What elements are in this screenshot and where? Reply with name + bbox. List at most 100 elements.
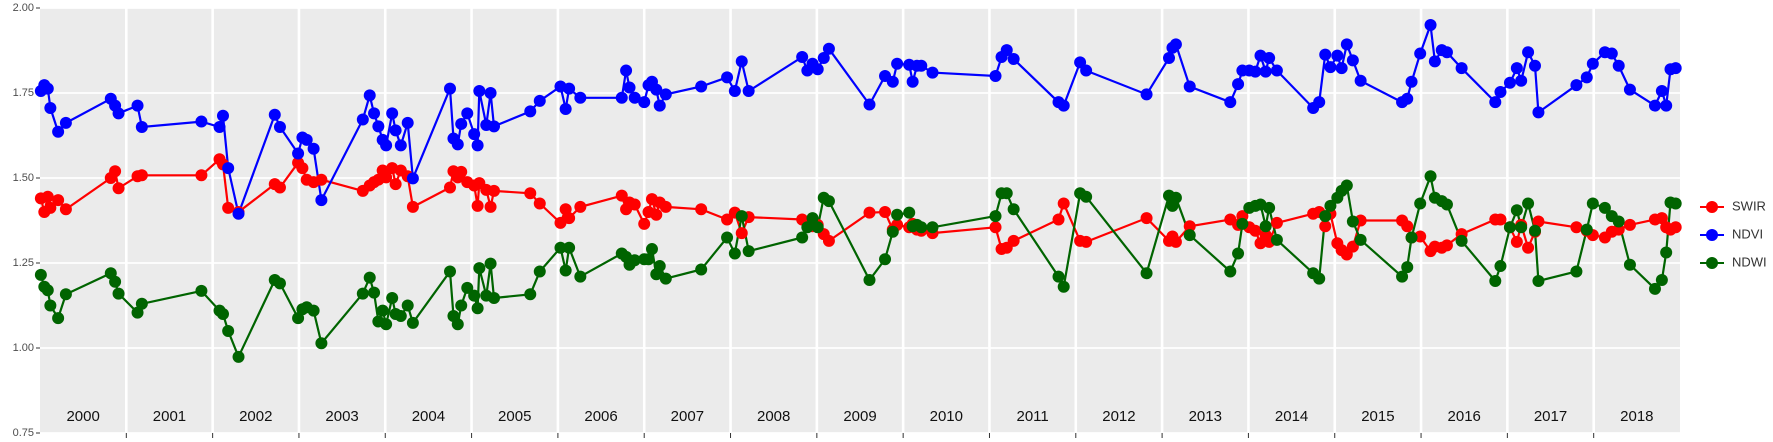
point	[52, 312, 65, 325]
point	[488, 292, 501, 305]
point	[1313, 96, 1326, 109]
point	[112, 107, 125, 120]
point	[109, 275, 122, 288]
point	[1354, 74, 1367, 87]
legend-label: NDVI	[1732, 226, 1763, 241]
point	[1340, 38, 1353, 51]
year-label: 2006	[584, 408, 617, 425]
point	[401, 299, 414, 312]
point	[728, 247, 741, 260]
point	[1528, 59, 1541, 72]
point	[533, 265, 546, 278]
point	[389, 124, 402, 137]
point	[461, 107, 474, 120]
year-label: 2001	[153, 408, 186, 425]
point	[638, 96, 651, 109]
point	[1612, 215, 1625, 228]
point	[471, 302, 484, 315]
point	[380, 318, 393, 331]
point	[559, 264, 572, 277]
point	[1580, 223, 1593, 236]
point	[524, 105, 537, 118]
point	[1623, 83, 1636, 96]
point	[401, 116, 414, 129]
year-label: 2012	[1102, 408, 1135, 425]
point	[1007, 53, 1020, 65]
point	[628, 198, 641, 211]
point	[728, 84, 741, 97]
point	[1335, 62, 1348, 75]
point	[1570, 221, 1583, 234]
point	[394, 310, 407, 323]
point	[1319, 210, 1332, 223]
point	[1612, 59, 1625, 72]
point	[1183, 80, 1196, 93]
point	[1354, 233, 1367, 246]
year-label: 2002	[239, 408, 272, 425]
point	[484, 257, 497, 270]
point	[891, 57, 904, 70]
year-label: 2017	[1534, 408, 1567, 425]
point	[1270, 216, 1283, 229]
point	[444, 265, 456, 278]
point	[488, 184, 501, 197]
point	[1270, 233, 1283, 246]
point	[380, 171, 393, 184]
year-label: 2000	[66, 408, 99, 425]
point	[1655, 274, 1668, 286]
point	[1057, 197, 1070, 210]
point	[742, 245, 755, 258]
point	[1346, 215, 1359, 228]
point	[1669, 62, 1682, 75]
point	[376, 304, 389, 317]
point	[356, 287, 369, 300]
point	[473, 262, 486, 275]
point	[41, 190, 54, 203]
point	[695, 203, 708, 216]
point	[822, 42, 835, 55]
point	[650, 83, 663, 96]
y-tick-label: 2.00	[13, 2, 34, 14]
point	[1313, 272, 1326, 285]
point	[628, 254, 641, 267]
point	[574, 91, 587, 104]
point	[1570, 265, 1583, 278]
point	[1169, 191, 1182, 204]
point	[650, 208, 663, 221]
point	[1669, 221, 1682, 234]
point	[721, 71, 734, 84]
point	[112, 182, 125, 195]
point	[1080, 64, 1093, 77]
point	[1660, 246, 1673, 259]
point	[1623, 258, 1636, 271]
point	[1532, 215, 1545, 228]
point	[451, 138, 464, 151]
point	[620, 64, 633, 77]
point	[533, 197, 546, 210]
point	[926, 66, 939, 79]
legend-point	[1706, 257, 1718, 269]
point	[484, 200, 497, 213]
point	[903, 206, 916, 219]
point	[232, 207, 245, 220]
point	[721, 213, 734, 226]
y-tick-label: 1.00	[13, 342, 34, 354]
year-label: 2014	[1275, 408, 1308, 425]
point	[1494, 260, 1507, 273]
point	[524, 187, 537, 200]
point	[796, 231, 809, 244]
point	[615, 189, 628, 202]
point	[891, 208, 904, 221]
point	[1052, 270, 1065, 283]
point	[989, 221, 1002, 234]
point	[1401, 261, 1414, 274]
point	[659, 272, 672, 285]
point	[1440, 46, 1453, 59]
point	[307, 142, 320, 155]
point	[389, 178, 402, 191]
year-label: 2010	[930, 408, 963, 425]
point	[195, 284, 208, 297]
point	[615, 91, 628, 104]
point	[554, 241, 567, 254]
point	[1522, 241, 1535, 254]
